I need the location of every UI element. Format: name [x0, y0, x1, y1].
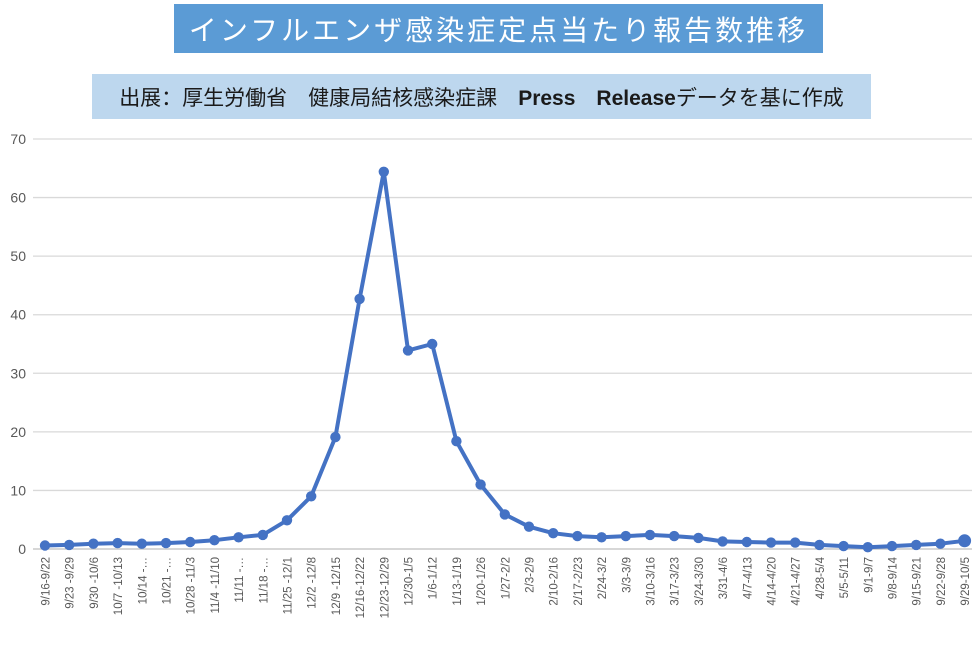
- data-point-marker: [814, 539, 825, 551]
- x-tick-label: 9/29-10/5: [960, 557, 972, 606]
- data-point-marker: [669, 530, 680, 542]
- data-point-marker: [596, 532, 607, 543]
- data-point-marker: [88, 538, 99, 549]
- x-tick-label: 3/17-3/23: [670, 557, 682, 606]
- x-tick-label: 2/3-2/9: [525, 557, 537, 593]
- x-tick-label: 2/10-2/16: [549, 557, 561, 606]
- x-tick-label: 4/14-4/20: [767, 557, 779, 606]
- x-tick-label: 4/28-5/4: [815, 556, 827, 599]
- y-tick-label: 70: [10, 131, 26, 147]
- data-point-marker: [790, 537, 801, 548]
- data-point-marker: [765, 537, 777, 548]
- data-point-marker: [499, 509, 510, 520]
- x-tick-label: 12/16-12/22: [355, 557, 367, 618]
- data-point-marker: [257, 529, 268, 541]
- data-point-marker: [306, 491, 317, 502]
- data-point-marker: [741, 536, 752, 548]
- x-tick-label: 12/2 -12/8: [307, 557, 319, 609]
- x-tick-label: 4/21-4/27: [791, 557, 803, 606]
- x-tick-label: 2/24-3/2: [597, 557, 609, 599]
- data-point-marker: [63, 539, 75, 551]
- x-tick-label: 3/3-3/9: [621, 557, 633, 593]
- y-tick-label: 0: [18, 541, 26, 557]
- data-point-marker: [39, 540, 51, 551]
- x-tick-label: 9/30 -10/6: [89, 557, 101, 609]
- data-point-marker: [911, 539, 922, 551]
- data-point-marker: [281, 515, 293, 526]
- data-point-marker: [475, 479, 486, 490]
- data-point-marker: [523, 521, 535, 532]
- y-tick-label: 60: [10, 190, 26, 206]
- data-point-marker: [620, 530, 631, 542]
- source-note-banner: 出展：厚生労働省 健康局結核感染症課 Press Release データを基に作成: [92, 74, 871, 119]
- x-tick-label: 9/22-9/28: [936, 557, 948, 606]
- x-tick-label: 10/7 -10/13: [113, 557, 125, 615]
- x-tick-label: 12/9 -12/15: [331, 557, 343, 615]
- data-point-marker: [185, 536, 196, 548]
- data-point-marker: [160, 537, 172, 549]
- x-tick-label: 2/17-2/23: [573, 557, 585, 606]
- x-tick-label: 3/24-3/30: [694, 557, 706, 606]
- source-note-press-release: Press Release: [518, 86, 676, 110]
- chart-title-banner: インフルエンザ感染症定点当たり報告数推移: [174, 4, 823, 53]
- x-tick-label: 9/15-9/21: [912, 557, 924, 606]
- x-tick-label: 12/30-1/5: [404, 557, 416, 606]
- data-point-marker: [935, 538, 946, 549]
- data-point-marker: [572, 530, 583, 542]
- data-point-marker: [958, 534, 972, 548]
- data-point-marker: [136, 538, 147, 549]
- data-point-marker: [233, 532, 244, 543]
- x-tick-label: 11/11 -…: [234, 557, 246, 603]
- x-tick-label: 10/21 -…: [162, 557, 174, 604]
- data-point-marker: [330, 431, 341, 443]
- x-tick-label: 9/16-9/22: [41, 557, 53, 606]
- data-point-marker: [402, 345, 414, 356]
- x-tick-label: 1/6-1/12: [428, 557, 440, 599]
- data-point-marker: [862, 542, 873, 553]
- y-tick-label: 10: [10, 482, 26, 498]
- source-note-prefix: 出展：厚生労働省 健康局結核感染症課: [119, 86, 519, 110]
- x-tick-label: 4/7-4/13: [742, 557, 754, 599]
- x-tick-label: 9/8-9/14: [888, 556, 900, 599]
- y-tick-label: 30: [10, 365, 26, 381]
- x-tick-label: 3/10-3/16: [646, 557, 658, 606]
- data-point-marker: [644, 529, 656, 541]
- x-tick-label: 10/28 -11/3: [186, 557, 198, 614]
- data-point-marker: [427, 338, 438, 350]
- source-note-suffix: データを基に作成: [675, 86, 844, 110]
- data-point-marker: [838, 540, 849, 552]
- y-tick-label: 50: [10, 248, 26, 264]
- x-tick-label: 1/20-1/26: [476, 557, 488, 606]
- x-tick-label: 10/14 -…: [137, 557, 149, 604]
- data-point-marker: [112, 537, 123, 549]
- data-point-marker: [451, 436, 462, 447]
- x-tick-label: 11/4 -11/10: [210, 557, 222, 613]
- x-tick-label: 9/23 -9/29: [65, 557, 77, 609]
- data-point-marker: [209, 535, 220, 546]
- x-tick-label: 9/1-9/7: [863, 557, 875, 593]
- data-point-marker: [886, 540, 898, 552]
- data-point-marker: [378, 166, 389, 177]
- data-point-marker: [354, 293, 365, 305]
- data-point-marker: [717, 536, 728, 547]
- x-tick-label: 12/23-12/29: [379, 557, 391, 618]
- x-tick-label: 1/27-2/2: [500, 557, 512, 599]
- x-tick-label: 3/31-4/6: [718, 557, 730, 599]
- x-tick-label: 5/5-5/11: [839, 557, 851, 598]
- data-point-marker: [693, 532, 704, 544]
- x-tick-label: 11/18 -…: [258, 557, 270, 603]
- x-tick-label: 11/25 -12/1: [283, 557, 295, 614]
- data-point-marker: [548, 528, 559, 539]
- y-tick-label: 20: [10, 424, 26, 440]
- x-tick-label: 1/13-1/19: [452, 557, 464, 606]
- y-tick-label: 40: [10, 307, 26, 323]
